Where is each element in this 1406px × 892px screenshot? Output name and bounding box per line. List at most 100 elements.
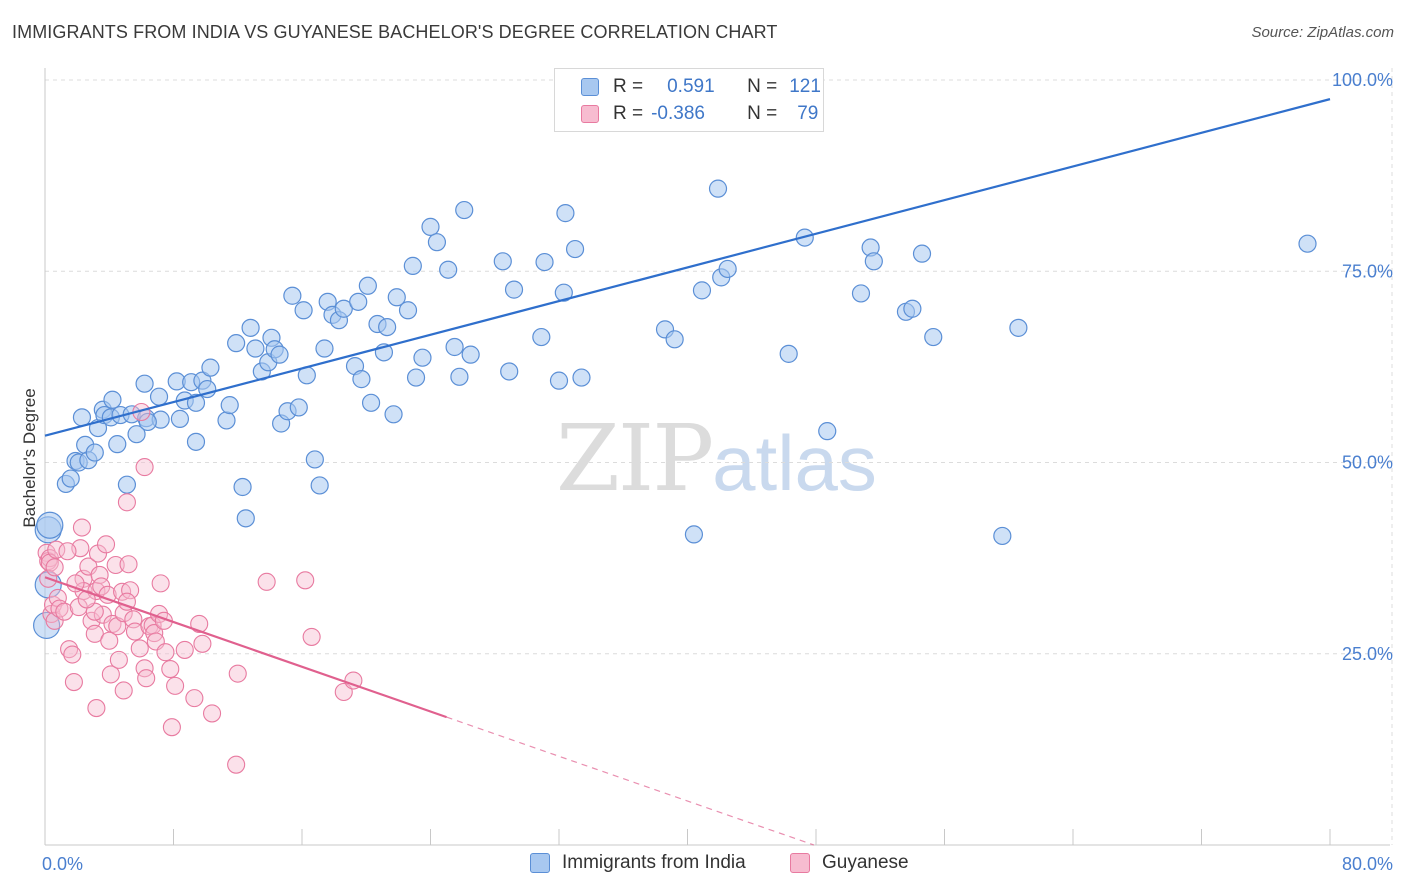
india-point xyxy=(283,286,302,305)
guyanese-point xyxy=(101,665,120,684)
guyanese-point xyxy=(90,565,109,585)
bottom-legend-swatch-guyanese xyxy=(790,853,810,873)
guyanese-point xyxy=(296,571,315,590)
india-point xyxy=(903,299,922,318)
guyanese-point xyxy=(135,458,154,477)
y-tick-label: 25.0% xyxy=(1342,644,1393,664)
guyanese-point xyxy=(106,555,125,575)
legend-row-india: R = 0.591 N = 121 xyxy=(555,73,821,101)
guyanese-point xyxy=(156,643,175,662)
legend-n-label: N = xyxy=(747,76,778,97)
guyanese-point xyxy=(117,493,136,512)
india-point xyxy=(270,345,289,364)
india-point xyxy=(246,339,265,358)
india-point xyxy=(818,422,837,441)
guyanese-point xyxy=(63,645,82,664)
india-point xyxy=(127,425,146,444)
guyanese-point xyxy=(87,699,106,718)
india-point xyxy=(532,327,551,347)
guyanese-point xyxy=(114,681,133,700)
india-point xyxy=(500,362,519,381)
guyanese-point xyxy=(137,669,156,688)
bottom-legend-label-guyanese: Guyanese xyxy=(822,852,909,873)
india-point xyxy=(310,476,329,495)
india-point xyxy=(294,301,313,320)
india-point xyxy=(565,239,585,259)
bottom-legend-india: Immigrants from India xyxy=(530,852,746,874)
india-point xyxy=(665,330,684,349)
india-point xyxy=(233,477,252,497)
india-point xyxy=(1298,234,1317,253)
x-tick-label: 80.0% xyxy=(1342,854,1393,874)
india-point xyxy=(461,345,480,364)
india-point xyxy=(450,367,469,386)
tick-labels: 25.0% 50.0% 75.0% 100.0% 0.0% 80.0% xyxy=(42,70,1393,874)
guyanese-point xyxy=(227,755,246,774)
india-point xyxy=(535,252,554,272)
chart-title: IMMIGRANTS FROM INDIA VS GUYANESE BACHEL… xyxy=(12,22,778,42)
india-trendline xyxy=(44,98,1331,437)
india-point xyxy=(186,432,206,451)
india-point xyxy=(504,280,524,299)
guyanese-point xyxy=(203,704,222,723)
india-point xyxy=(117,475,137,494)
guyanese-point xyxy=(100,631,119,650)
india-point xyxy=(912,244,932,263)
guyanese-point xyxy=(109,650,128,669)
india-point xyxy=(61,469,80,488)
guyanese-point xyxy=(175,640,194,659)
india-point xyxy=(851,284,871,303)
india-point xyxy=(108,435,127,454)
india-point xyxy=(149,387,169,406)
india-point xyxy=(549,371,569,390)
india-point xyxy=(864,252,883,271)
legend-swatch-guyanese xyxy=(581,105,599,123)
india-point xyxy=(72,408,92,427)
guyanese-point xyxy=(96,535,116,554)
x-tick-label: 0.0% xyxy=(42,854,83,874)
y-tick-label: 100.0% xyxy=(1332,70,1393,90)
legend-n-value: 79 xyxy=(797,103,819,124)
india-point xyxy=(227,334,246,353)
india-point xyxy=(718,259,737,279)
india-point xyxy=(384,405,403,424)
guyanese-point xyxy=(130,639,149,658)
guyanese-point xyxy=(302,627,321,646)
guyanese-point xyxy=(162,718,181,737)
guyanese-point xyxy=(58,542,77,561)
india-point xyxy=(138,412,157,432)
guyanese-point xyxy=(55,602,74,621)
y-tick-label: 50.0% xyxy=(1342,453,1393,473)
india-point xyxy=(1009,318,1028,337)
guyanese-points xyxy=(37,402,363,774)
guyanese-point xyxy=(344,671,363,690)
india-point xyxy=(403,256,422,275)
india-point xyxy=(33,611,61,640)
y-axis-label: Bachelor's Degree xyxy=(20,388,39,527)
india-point xyxy=(220,396,239,415)
india-point xyxy=(554,283,573,302)
legend-n-value: 121 xyxy=(789,76,821,97)
india-point xyxy=(305,450,324,469)
india-point xyxy=(398,301,418,320)
guyanese-point xyxy=(45,558,64,577)
india-point xyxy=(556,204,575,223)
india-point xyxy=(289,398,308,417)
bottom-legend-label-india: Immigrants from India xyxy=(562,852,746,873)
guyanese-point xyxy=(228,664,247,683)
guyanese-trendline-extension xyxy=(446,716,815,846)
legend-r-value: 0.591 xyxy=(667,76,715,97)
india-point xyxy=(170,409,190,428)
india-points xyxy=(33,179,1317,640)
guyanese-point xyxy=(50,599,69,618)
guyanese-point xyxy=(119,555,138,574)
legend-swatch-india xyxy=(581,78,599,96)
india-point xyxy=(455,200,474,220)
guyanese-point xyxy=(121,581,140,600)
india-point xyxy=(924,327,943,347)
india-point xyxy=(315,339,334,358)
india-point xyxy=(572,368,591,387)
legend: R = 0.591 N = 121 R = -0.386 N = 79 xyxy=(554,68,824,132)
guyanese-point xyxy=(98,585,117,604)
